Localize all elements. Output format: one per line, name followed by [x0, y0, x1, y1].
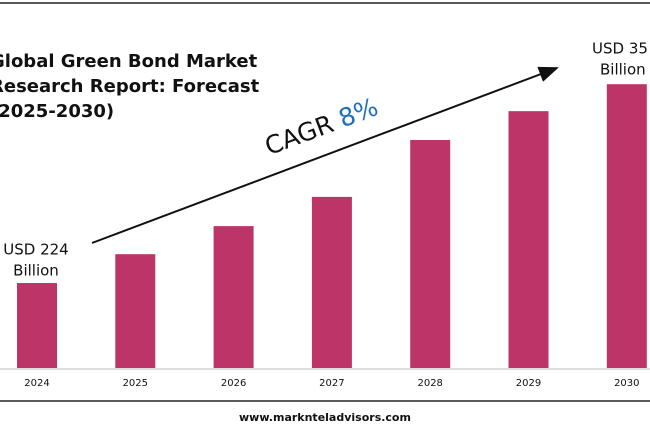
chart-title: (2025-2030): [0, 101, 114, 122]
end-label: Billion: [600, 61, 646, 79]
bar: [410, 139, 451, 368]
x-tick-label: 2029: [516, 378, 541, 389]
x-tick-label: 2030: [614, 378, 639, 389]
x-tick-label: 2027: [319, 378, 344, 389]
bar: [508, 111, 549, 369]
x-tick-label: 2028: [417, 378, 442, 389]
bar: [213, 226, 254, 368]
x-tick-label: 2026: [221, 378, 246, 389]
cagr-value: 8%: [335, 92, 382, 133]
x-tick-label: 2024: [24, 378, 49, 389]
cagr: CAGR 8%: [261, 92, 382, 161]
bar: [606, 84, 647, 368]
trend-arrow: [91, 66, 559, 244]
start-label: Billion: [13, 262, 59, 280]
end-label: USD 35: [592, 40, 648, 58]
bar: [17, 283, 57, 368]
bar: [311, 196, 352, 368]
cagr-label: CAGR: [261, 109, 338, 161]
bar: [115, 254, 156, 368]
start-label: USD 224: [3, 241, 68, 259]
footer: www.marknteladvisors.com: [239, 411, 411, 424]
chart-title: Research Report: Forecast: [0, 76, 260, 97]
chart-title: Global Green Bond Market: [0, 51, 258, 72]
x-tick-label: 2025: [123, 378, 148, 389]
